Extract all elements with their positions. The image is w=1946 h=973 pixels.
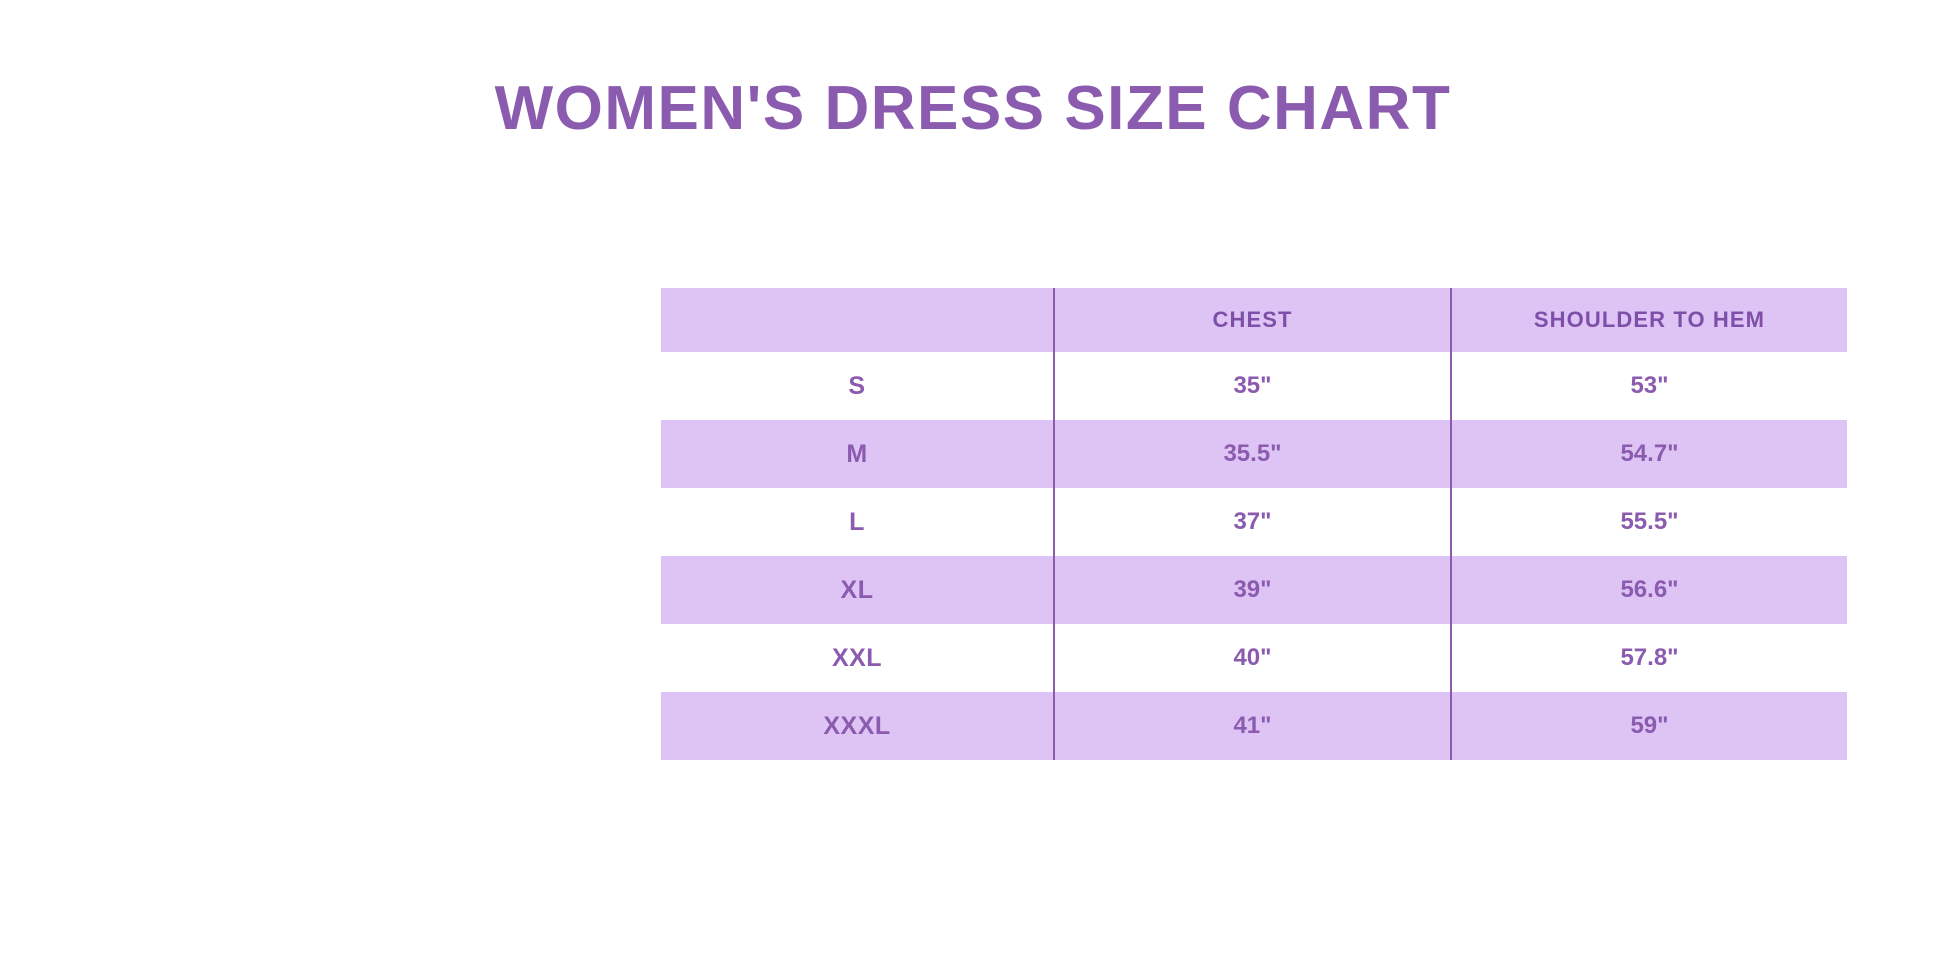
cell-shoulder-to-hem: 56.6": [1450, 556, 1847, 624]
column-header-size: [661, 288, 1054, 352]
cell-chest: 41": [1053, 692, 1451, 760]
cell-size: L: [849, 507, 865, 536]
cell-shoulder-to-hem: 55.5": [1450, 488, 1847, 556]
column-header-chest: CHEST: [1053, 288, 1451, 352]
column-header-shoulder-to-hem: SHOULDER TO HEM: [1450, 288, 1847, 352]
cell-chest: 37": [1053, 488, 1451, 556]
cell-chest: 35.5": [1053, 420, 1451, 488]
cell-size: XXL: [831, 643, 883, 672]
table-body: S 35" 53" M 35.5" 54.7" L 37" 55.5" XL 3…: [661, 352, 1847, 760]
cell-size: XXXL: [823, 711, 891, 740]
table-row: XXL 40" 57.8": [661, 624, 1847, 692]
cell-chest: 39": [1053, 556, 1451, 624]
table-header: CHEST SHOULDER TO HEM: [661, 288, 1847, 352]
cell-shoulder-to-hem: 53": [1450, 352, 1847, 420]
table-row: L 37" 55.5": [661, 488, 1847, 556]
table-row: M 35.5" 54.7": [661, 420, 1847, 488]
size-chart-table: CHEST SHOULDER TO HEM S 35" 53" M 35.5" …: [661, 288, 1847, 760]
table-row: S 35" 53": [661, 352, 1847, 420]
cell-size: M: [846, 439, 868, 468]
table-row: XL 39" 56.6": [661, 556, 1847, 624]
table-row: XXXL 41" 59": [661, 692, 1847, 760]
cell-shoulder-to-hem: 54.7": [1450, 420, 1847, 488]
cell-chest: 40": [1053, 624, 1451, 692]
page-title: WOMEN'S DRESS SIZE CHART: [494, 74, 1452, 143]
cell-shoulder-to-hem: 59": [1450, 692, 1847, 760]
cell-chest: 35": [1053, 352, 1451, 420]
table-header-row: CHEST SHOULDER TO HEM: [661, 288, 1847, 352]
cell-size: S: [848, 371, 866, 400]
cell-shoulder-to-hem: 57.8": [1450, 624, 1847, 692]
cell-size: XL: [840, 575, 874, 604]
